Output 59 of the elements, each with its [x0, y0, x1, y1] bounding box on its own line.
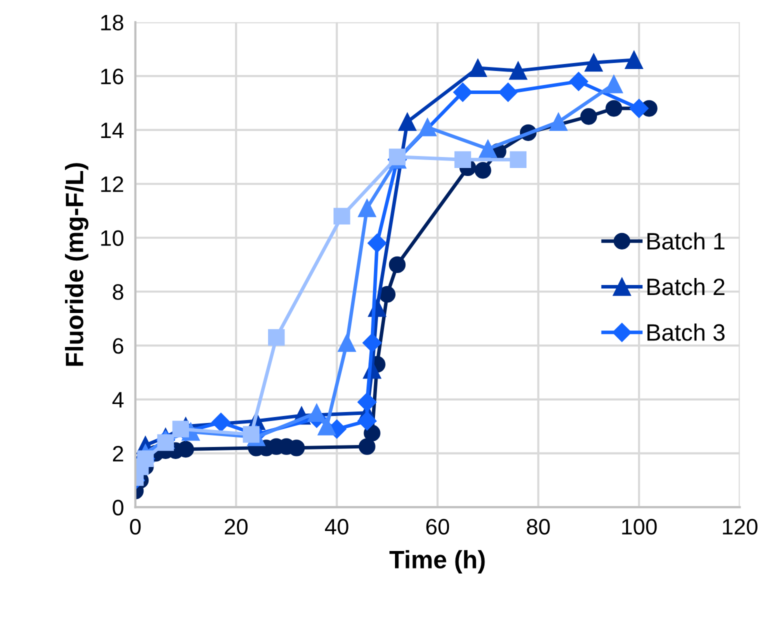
point: [606, 100, 622, 117]
point: [454, 151, 472, 168]
point: [242, 426, 260, 443]
x-tick-label: 0: [130, 518, 141, 535]
point: [172, 420, 190, 438]
point: [338, 334, 356, 352]
y-tick-label: 14: [101, 122, 124, 138]
y-tick-label: 12: [101, 176, 124, 192]
point: [334, 208, 350, 225]
y-axis-title: Fluoride (mg-F/L): [64, 163, 88, 366]
point: [368, 234, 387, 253]
x-tick-label: 100: [622, 518, 657, 535]
point: [478, 140, 497, 158]
y-tick-label: 2: [112, 446, 124, 462]
point: [362, 333, 382, 352]
point: [308, 404, 326, 422]
point: [388, 148, 406, 166]
point: [358, 438, 376, 455]
point: [358, 411, 377, 431]
y-tick-label: 0: [112, 500, 124, 516]
point: [211, 412, 231, 432]
point: [398, 112, 416, 131]
y-tick-label: 16: [101, 68, 124, 84]
point: [604, 75, 623, 94]
point: [468, 58, 487, 78]
y-tick-label: 4: [112, 392, 124, 408]
x-tick-label: 20: [224, 518, 248, 535]
x-tick-label: 40: [324, 518, 348, 535]
y-tick-label: 18: [101, 14, 124, 30]
point: [378, 286, 396, 303]
x-axis-title: Time (h): [389, 550, 485, 574]
point: [584, 54, 603, 72]
point: [510, 151, 526, 168]
point: [509, 62, 528, 80]
legend-label: Batch 2: [647, 278, 724, 296]
x-tick-label: 80: [526, 518, 550, 535]
point: [364, 424, 380, 442]
point: [157, 434, 174, 451]
point: [569, 72, 588, 92]
y-tick-label: 10: [101, 230, 124, 246]
point: [318, 417, 336, 436]
point: [630, 98, 649, 118]
point: [358, 199, 376, 218]
point: [388, 256, 406, 274]
point: [268, 329, 285, 346]
point: [580, 108, 598, 125]
point: [418, 118, 437, 136]
point: [549, 112, 568, 131]
legend-label: Batch 3: [647, 324, 725, 341]
point: [358, 392, 377, 412]
x-tick-label: 120: [722, 518, 758, 535]
legend-label: Batch 1: [647, 232, 724, 250]
x-tick-label: 60: [426, 518, 450, 535]
y-tick-label: 8: [112, 284, 124, 300]
point: [474, 162, 492, 179]
y-tick-label: 6: [113, 338, 124, 354]
point: [624, 50, 644, 69]
point: [453, 82, 472, 102]
point: [498, 82, 518, 102]
